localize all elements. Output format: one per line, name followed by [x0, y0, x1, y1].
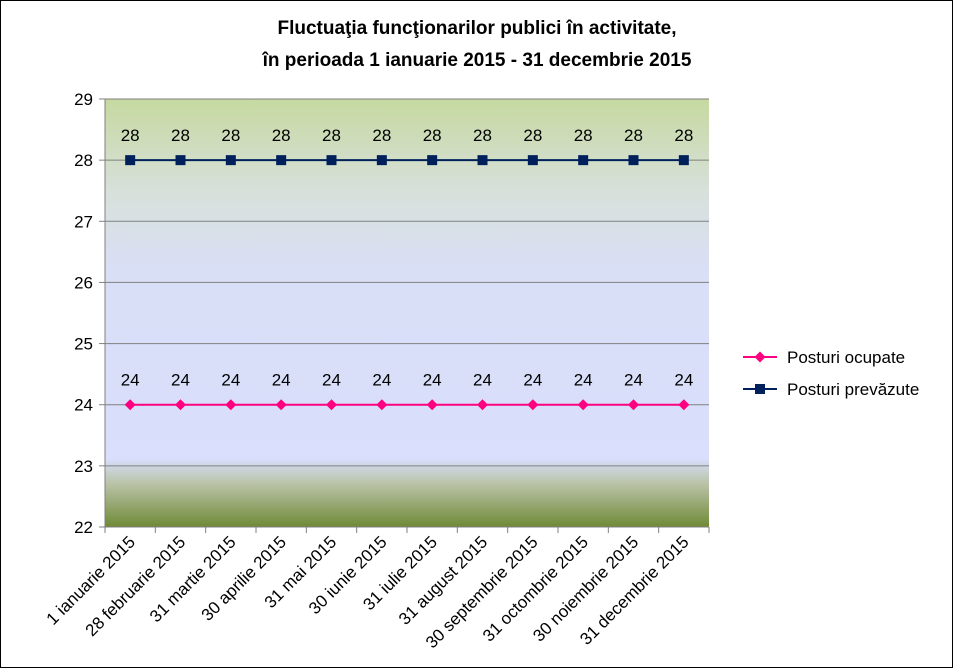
data-label: 28	[121, 126, 140, 145]
data-label: 24	[121, 371, 140, 390]
data-label: 28	[473, 126, 492, 145]
y-axis: 22 23 24 25 26 27 28 29	[74, 90, 106, 537]
data-label: 24	[221, 371, 240, 390]
y-tick-label: 23	[74, 457, 93, 476]
data-label: 28	[372, 126, 391, 145]
data-point	[376, 155, 387, 166]
data-point	[527, 155, 538, 166]
data-label: 28	[322, 126, 341, 145]
data-label: 24	[372, 371, 391, 390]
data-point	[225, 155, 236, 166]
data-point	[577, 399, 589, 411]
data-label: 24	[423, 371, 442, 390]
data-label: 28	[221, 126, 240, 145]
data-point	[125, 155, 136, 166]
data-label: 24	[624, 371, 643, 390]
data-point	[628, 399, 639, 411]
data-point	[678, 399, 690, 411]
data-point	[426, 399, 438, 411]
legend: Posturi ocupate Posturi prevăzute	[743, 348, 919, 399]
data-point	[175, 155, 186, 166]
data-point	[477, 155, 488, 166]
chart-title: Fluctuaţia funcţionarilor publici în act…	[277, 18, 676, 39]
y-tick-label: 26	[74, 273, 93, 292]
legend-entry: Posturi ocupate	[743, 348, 905, 367]
data-label: 24	[272, 371, 291, 390]
data-label: 28	[423, 126, 442, 145]
data-point	[276, 155, 287, 166]
data-point	[225, 399, 237, 411]
x-tick-label: 31 martie 2015	[146, 532, 240, 626]
data-label: 28	[574, 126, 593, 145]
data-point	[326, 399, 337, 411]
legend-marker	[754, 351, 766, 363]
y-tick-label: 28	[74, 151, 93, 170]
data-label: 24	[473, 371, 492, 390]
data-point	[326, 155, 337, 166]
x-tick-label: 31 august 2015	[395, 532, 491, 628]
data-point	[376, 399, 388, 411]
data-label: 24	[674, 371, 693, 390]
x-tick-label: 1 ianuarie 2015	[43, 532, 139, 628]
legend-entry: Posturi prevăzute	[743, 380, 919, 399]
data-label: 28	[674, 126, 693, 145]
data-label: 28	[523, 126, 542, 145]
data-point	[175, 399, 186, 411]
data-point	[678, 155, 689, 166]
legend-label: Posturi prevăzute	[787, 380, 919, 399]
data-label: 28	[624, 126, 643, 145]
data-point	[275, 399, 287, 411]
data-label: 24	[523, 371, 542, 390]
data-label: 24	[322, 371, 341, 390]
data-point	[527, 399, 539, 411]
legend-marker	[755, 384, 765, 394]
series-group: 28 28 28 28 28 28 28 28 28 28 28 28	[121, 126, 693, 166]
data-label: 28	[171, 126, 190, 145]
data-point	[477, 399, 488, 411]
data-label: 24	[574, 371, 593, 390]
data-label: 24	[171, 371, 190, 390]
y-tick-label: 27	[74, 212, 93, 231]
plot-area	[105, 99, 709, 527]
chart-subtitle: în perioada 1 ianuarie 2015 - 31 decembr…	[262, 50, 692, 71]
y-tick-label: 22	[74, 518, 93, 537]
data-point	[628, 155, 639, 166]
y-tick-label: 29	[74, 90, 93, 109]
data-point	[427, 155, 438, 166]
data-label: 28	[272, 126, 291, 145]
series-group: 24 24 24 24 24 24 24 24 24 24 24 24	[121, 371, 693, 411]
data-point	[578, 155, 589, 166]
legend-label: Posturi ocupate	[787, 348, 905, 367]
data-point	[124, 399, 136, 411]
y-tick-label: 25	[74, 335, 93, 354]
y-tick-label: 24	[74, 396, 93, 415]
